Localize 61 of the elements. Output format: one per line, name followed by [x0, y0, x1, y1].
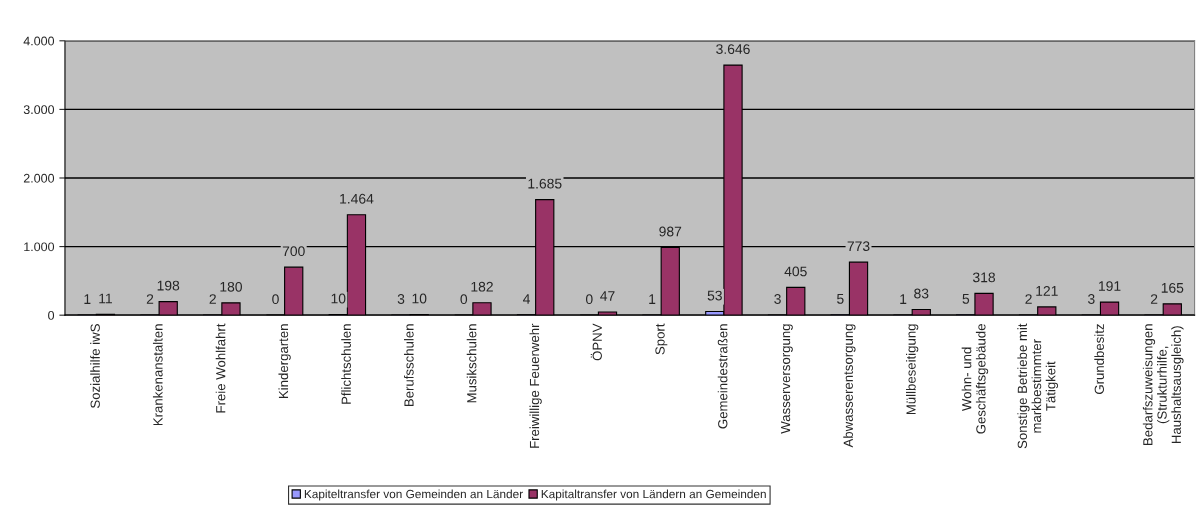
data-label: 700 [282, 246, 305, 257]
data-label: 182 [471, 281, 493, 292]
data-label: 191 [1099, 281, 1121, 291]
x-tick-label: Freie Wohlfahrt [215, 323, 226, 413]
x-tick-label: Grundbesitz [1094, 324, 1104, 394]
data-label: 5 [837, 294, 844, 304]
data-label: 1.464 [340, 193, 374, 204]
data-label: 0 [585, 294, 593, 305]
data-label: 2 [146, 294, 154, 304]
data-label: 3.646 [716, 44, 750, 54]
x-tick-label: Musikschulen [466, 324, 477, 403]
data-label: 11 [99, 293, 112, 304]
legend-label: Kapiteltransfer von Gemeinden an Länder [304, 489, 523, 501]
data-label: 83 [914, 288, 929, 299]
x-tick-label: Gemeindestraßen [717, 324, 728, 429]
data-label: 3 [397, 294, 405, 304]
x-tick-label: Freiwillige Feuerwehr [529, 323, 542, 448]
data-label: 10 [412, 293, 427, 304]
data-label: 121 [1036, 285, 1058, 296]
data-label: 10 [331, 293, 346, 304]
y-tick-label: 3.000 [23, 105, 55, 115]
data-label: 2 [1150, 294, 1158, 304]
data-label: 3 [1088, 294, 1095, 304]
x-tick-label: Pflichtschulen [341, 324, 351, 404]
x-tick-label: Sonstige Betriebe mit markbestimmter Tätigkeit [1017, 323, 1059, 449]
data-label: 47 [600, 291, 615, 301]
y-tick-label: 0 [48, 310, 55, 320]
y-tick-label: 1.000 [24, 242, 55, 252]
x-tick-label: Wasserversorgung [781, 324, 793, 434]
data-label: 1 [84, 294, 91, 304]
y-tick-label: 4.000 [23, 36, 55, 46]
x-tick-label: Berufsschulen [403, 324, 414, 407]
x-tick-label: Sport [655, 323, 668, 355]
data-label: 2 [209, 294, 216, 304]
x-tick-label: Bedarfszuweisungen (Strukturhilfe, Haushaltsausgleich) [1142, 324, 1184, 445]
data-label: 3 [774, 294, 781, 304]
data-label: 0 [272, 294, 279, 305]
data-label: 53 [707, 290, 722, 301]
data-label: 180 [220, 281, 242, 292]
data-label: 1 [649, 294, 656, 304]
data-label: 987 [659, 226, 682, 237]
x-tick-label: Krankenanstalten [152, 324, 163, 426]
legend-label: Kapitaltransfer von Ländern an Gemeinden [541, 489, 766, 501]
data-label: 0 [460, 294, 468, 305]
data-label: 405 [784, 266, 807, 277]
x-tick-label: Abwasserentsorgung [843, 324, 856, 448]
x-tick-label: Wohn- und Geschäftsgebäude [961, 324, 989, 434]
data-label: 318 [972, 272, 996, 283]
data-label: 198 [157, 280, 180, 291]
data-label: 5 [962, 294, 970, 304]
data-label: 773 [847, 241, 870, 252]
data-label: 165 [1161, 282, 1184, 293]
data-label: 2 [1025, 294, 1032, 304]
x-tick-label: Kindergarten [278, 324, 291, 398]
data-label: 1 [900, 294, 907, 304]
x-tick-label: Müllbeseitigung [906, 324, 919, 415]
data-label: 4 [522, 294, 530, 304]
x-tick-label: Sozialhilfe iwS [90, 324, 100, 408]
data-label: 1.685 [528, 178, 562, 189]
y-tick-label: 2.000 [23, 173, 55, 183]
x-tick-label: ÖPNV [590, 323, 602, 361]
